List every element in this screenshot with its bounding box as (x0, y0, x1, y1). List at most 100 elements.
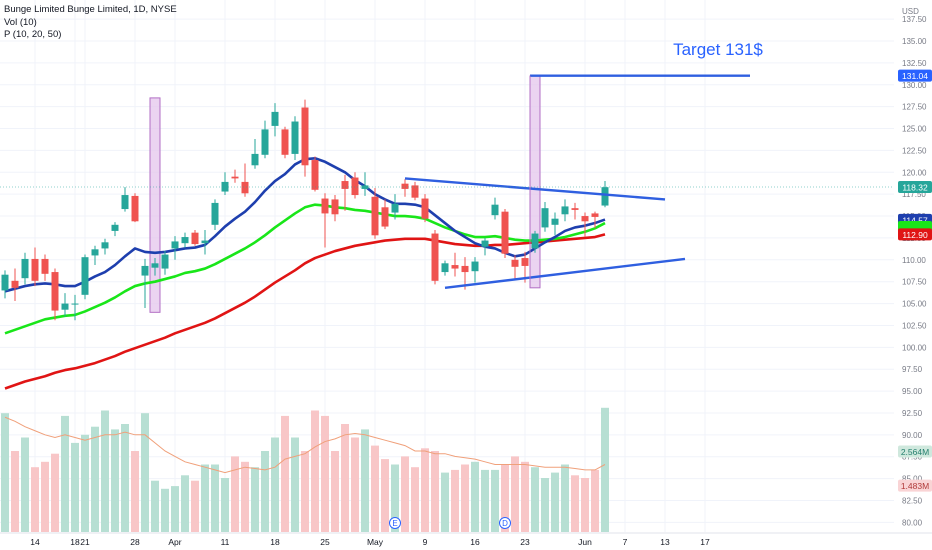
volume-bar (361, 429, 369, 532)
ma50-price-tag: 112.90 (902, 230, 928, 240)
candle-body (521, 258, 529, 266)
volume-lower-tag-bg (898, 479, 932, 492)
price-tick-label: 125.00 (902, 125, 927, 134)
price-tick-label: 127.50 (902, 103, 927, 112)
volume-bar (391, 464, 399, 532)
volume-bar (301, 451, 309, 532)
price-tick-label: 82.50 (902, 496, 923, 505)
price-tick-label: 95.00 (902, 387, 923, 396)
volume-bar (451, 469, 459, 532)
candle-body (591, 213, 599, 217)
price-tick-label: 130.00 (902, 81, 927, 90)
candle-body (181, 237, 189, 244)
candle-body (151, 263, 159, 268)
volume-upper-tag: 2.564M (901, 447, 929, 457)
price-axis-unit: USD (902, 7, 919, 16)
price-tick-label: 92.50 (902, 409, 923, 418)
volume-bar (81, 434, 89, 532)
volume-bar (471, 461, 479, 532)
candle-body (191, 232, 199, 245)
price-tick-label: 80.00 (902, 518, 923, 527)
candle-body (111, 224, 119, 231)
volume-bar (421, 448, 429, 532)
volume-bar (461, 464, 469, 532)
candle-body (241, 181, 249, 194)
event-marker-label: E (392, 519, 397, 528)
price-tick-label: 110.00 (902, 256, 926, 265)
volume-bar (511, 456, 519, 532)
candle-body (291, 121, 299, 154)
candle-body (511, 259, 519, 267)
time-tick-label: 13 (660, 537, 670, 547)
candle-body (301, 107, 309, 166)
candle-body (311, 160, 319, 190)
volume-bar (31, 467, 39, 532)
time-tick-label: 21 (80, 537, 90, 547)
price-tick-label: 107.50 (902, 278, 927, 287)
volume-bar (441, 472, 449, 532)
time-tick-label: 28 (130, 537, 140, 547)
volume-bar (151, 480, 159, 532)
price-tick-label: 100.00 (902, 343, 927, 352)
volume-bar (371, 445, 379, 532)
highlight-box (529, 75, 541, 289)
volume-bar (521, 461, 529, 532)
candle-body (11, 280, 19, 288)
volume-bar (431, 451, 439, 532)
trend-line-upper (404, 177, 666, 201)
candle-body (321, 198, 329, 214)
volume-bar (51, 453, 59, 532)
volume-bar (411, 467, 419, 532)
price-tick-label: 105.00 (902, 300, 927, 309)
volume-bar (211, 464, 219, 532)
legend-title: Bunge Limited Bunge Limited, 1D, NYSE (4, 4, 177, 15)
volume-bar (41, 461, 49, 532)
volume-bar (201, 464, 209, 532)
price-tick-label: 122.50 (902, 146, 927, 155)
candle-body (381, 207, 389, 227)
candle-body (231, 176, 239, 179)
volume-bar (501, 464, 509, 532)
volume-bar (321, 415, 329, 532)
time-tick-label: Apr (168, 537, 181, 547)
volume-bar (101, 410, 109, 532)
candle-body (471, 261, 479, 272)
event-marker-label: D (502, 519, 508, 528)
volume-bar (381, 459, 389, 532)
volume-bar (291, 437, 299, 532)
volume-bar (1, 413, 9, 532)
volume-bar (71, 442, 79, 532)
candle-body (481, 240, 489, 247)
candle-body (51, 272, 59, 311)
volume-bar (251, 467, 259, 532)
price-tick-label: 102.50 (902, 321, 927, 330)
candle-body (501, 211, 509, 254)
trend-line-lower (444, 257, 686, 290)
volume-upper-tag-bg (898, 445, 932, 458)
volume-bar (561, 464, 569, 532)
volume-bar (401, 456, 409, 532)
volume-bar (581, 478, 589, 532)
volume-bar (341, 424, 349, 532)
candle-body (171, 241, 179, 249)
candle-body (251, 153, 259, 166)
volume-bar (171, 486, 179, 532)
legend-volume: Vol (10) (4, 16, 37, 28)
candle-body (31, 258, 39, 281)
volume-bar (541, 478, 549, 532)
volume-bar (351, 437, 359, 532)
volume-bar (11, 451, 19, 532)
candle-body (361, 185, 369, 189)
time-tick-label: May (367, 537, 384, 547)
volume-bar (571, 475, 579, 532)
candle-body (531, 233, 539, 249)
volume-bar (241, 461, 249, 532)
current-price-tag-bg (898, 180, 932, 193)
candle-body (551, 218, 559, 225)
candle-body (451, 265, 459, 269)
price-tick-label: 97.50 (902, 365, 923, 374)
volume-bar (551, 472, 559, 532)
event-marker-d (499, 517, 511, 529)
